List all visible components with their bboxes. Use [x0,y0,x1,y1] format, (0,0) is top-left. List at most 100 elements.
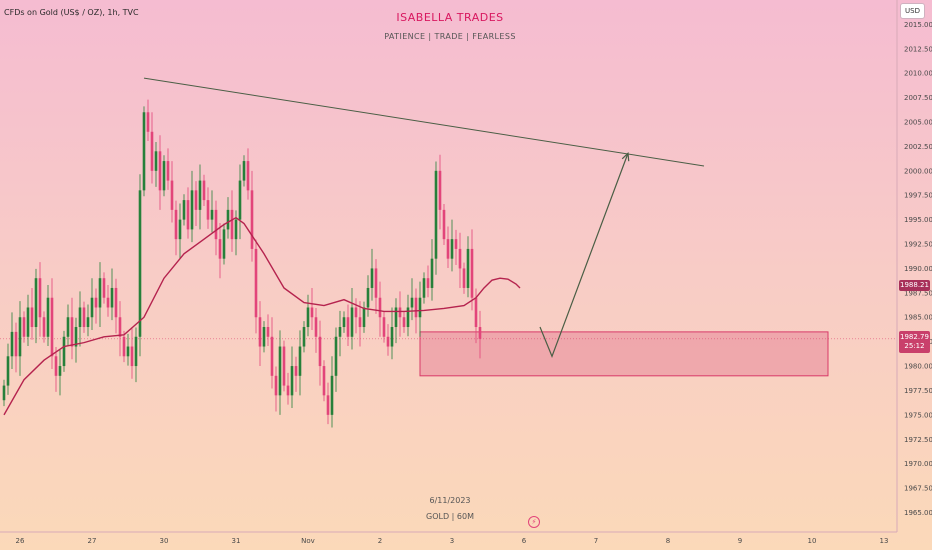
candle [122,330,126,363]
candle-body [66,317,70,337]
demand-zone[interactable] [419,331,829,377]
candle-body [374,268,378,298]
candle [358,301,362,347]
watermark-subtitle: GOLD | 60M [426,512,474,521]
candle-body [278,346,282,396]
candle-body [270,336,274,376]
candle-body [458,248,462,269]
candles-layer [2,99,482,428]
candle-body [138,190,142,337]
candle [398,291,402,337]
y-tick-label: 2015.00 [904,21,932,29]
candle [318,320,322,386]
candle [254,239,258,334]
candle-body [478,327,482,339]
candle-body [206,200,210,220]
candle [150,112,154,184]
brand-tagline: PATIENCE | TRADE | FEARLESS [384,32,516,41]
candle [330,356,334,428]
candle-body [18,317,22,357]
candle-body [98,278,102,308]
candle-body [38,278,42,318]
moving-average-line[interactable] [3,216,521,416]
time-axis[interactable]: 26 27 30 31 Nov 2 3 6 7 8 9 10 13 [16,537,889,545]
y-tick-label: 2000.00 [904,167,932,175]
y-tick-label: 2007.50 [904,94,932,102]
candle-body [22,317,26,337]
x-tick-label: 6 [522,537,527,545]
candle [426,265,430,298]
candle-body [382,317,386,337]
candle [38,262,42,337]
candle [306,294,310,337]
candle-body [474,297,478,328]
candle [422,272,426,304]
candle [86,304,90,337]
candle [194,181,198,226]
candle [302,321,306,353]
candle-body [14,331,18,357]
x-tick-label: 26 [16,537,25,545]
candle [470,229,474,311]
candle-body [210,209,214,220]
candle [438,154,442,230]
candle-body [402,317,406,328]
candle-body [442,209,446,240]
candle-body [306,307,310,328]
candle [406,294,410,337]
watermark-date: 6/11/2023 [429,496,471,505]
candle [386,324,390,356]
candle-body [218,239,222,259]
candle [402,311,406,333]
demand-zone-layer [0,331,897,377]
candle-body [466,248,470,288]
candle-body [430,258,434,288]
x-tick-label: 13 [880,537,889,545]
x-tick-label: 10 [808,537,817,545]
y-tick-label: 1967.50 [904,485,932,493]
projection-arrow[interactable] [539,153,629,358]
candle [274,366,278,412]
candle [338,310,342,357]
candle-body [390,327,394,347]
candle [374,259,378,314]
y-tick-label: 1992.50 [904,241,932,249]
candle [166,148,170,190]
candle-body [46,297,50,337]
candle [310,287,314,330]
candle-body [70,317,74,347]
symbol-label[interactable]: CFDs on Gold (US$ / OZ), 1h, TVC [4,8,139,17]
candle [278,330,282,415]
candle [110,268,114,321]
candle-body [294,366,298,376]
candle [26,294,30,347]
candle-body [314,317,318,337]
y-tick-label: 2010.00 [904,70,932,78]
price-axis[interactable]: 2015.00 2012.50 2010.00 2007.50 2005.00 2002.… [904,21,932,517]
y-tick-label: 2012.50 [904,45,932,53]
candle [54,347,58,392]
candle-body [198,180,202,210]
candle [178,203,182,259]
candle [466,236,470,298]
candle-body [334,336,338,376]
candle-body [202,180,206,201]
candle [390,307,394,360]
lightning-bolt-icon[interactable]: ⚡ [528,516,540,528]
candle-body [350,307,354,337]
candle-body [262,327,266,347]
candle [242,155,246,187]
candle-body [242,161,246,181]
candle-body [106,297,110,308]
descending-trendline[interactable] [143,77,705,167]
candle [226,197,230,239]
currency-button[interactable]: USD [900,3,925,19]
candle-body [254,248,258,318]
candle [186,187,190,239]
candle [14,322,18,373]
candle [450,219,454,272]
candle [78,291,82,347]
y-tick-label: 1985.00 [904,314,932,322]
candle [66,304,70,347]
